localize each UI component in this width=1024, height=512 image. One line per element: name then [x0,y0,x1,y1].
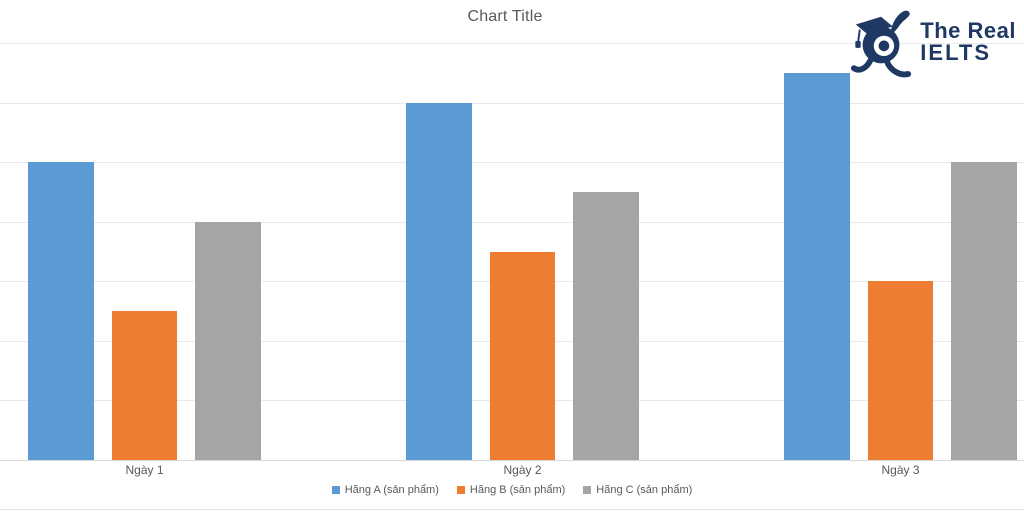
legend-swatch [331,486,340,494]
x-axis-label: Ngày 3 [881,463,920,477]
chart-bar [784,72,850,460]
legend-label: Hãng A (sản phẩm) [344,484,439,496]
chart-bar [406,102,472,460]
chart-bar [489,251,556,460]
legend-label: Hãng C (sản phẩm) [596,484,693,496]
chart-legend: Hãng A (sản phẩm) Hãng B (sản phẩm) Hãng C… [0,484,1024,496]
x-axis-label: Ngày 1 [125,463,164,477]
bottom-border-rule [0,509,1024,510]
logo-text-line1: The Real [920,17,1016,43]
x-axis-label: Ngày 2 [503,463,542,477]
legend-item: Hãng C (sản phẩm) [583,484,692,496]
x-axis-line [0,460,1024,461]
legend-label: Hãng B (sản phẩm) [469,484,566,496]
chart-bar [951,162,1017,460]
legend-item: Hãng A (sản phẩm) [331,484,439,496]
gridline [0,162,1024,164]
legend-item: Hãng B (sản phẩm) [456,484,566,496]
the-real-ielts-logo: The Real IELTS [850,6,1016,78]
chart-bar [111,311,178,460]
logo-text-line2: IELTS [920,40,992,65]
chart-bar [195,221,261,460]
legend-swatch [456,486,465,494]
gridline [0,221,1024,223]
rabbit-with-graduation-cap-icon [851,10,912,78]
logo-text: The Real IELTS [920,17,1016,65]
legend-swatch [583,486,592,494]
gridline [0,43,1024,44]
chart-bar [867,281,934,460]
chart-bar [28,162,94,460]
chart-bar [573,191,639,460]
chart-title: Chart Title [467,8,543,25]
gridline [0,102,1024,104]
